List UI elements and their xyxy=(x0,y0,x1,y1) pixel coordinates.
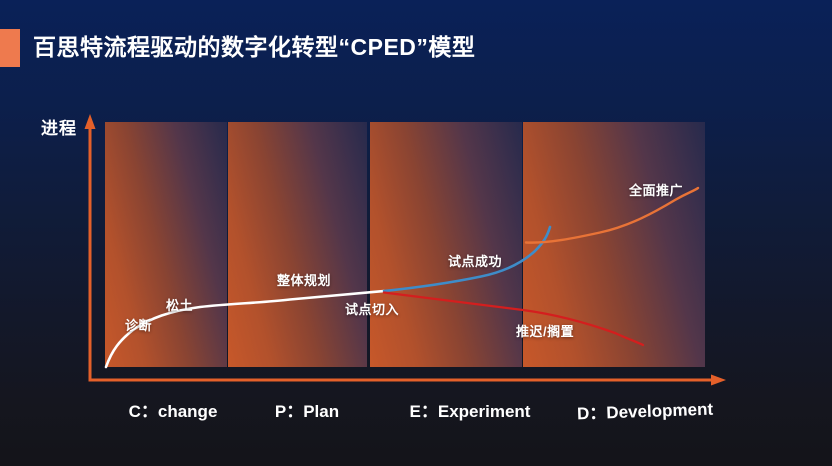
label-pilot-entry: 试点切入 xyxy=(345,302,400,317)
blue-pilot-success-curve xyxy=(382,225,552,293)
label-postponed: 推迟/搁置 xyxy=(516,324,575,339)
label-pilot-success: 试点成功 xyxy=(448,254,503,269)
stage-bar-experiment xyxy=(370,122,522,367)
label-overall-planning: 整体规划 xyxy=(277,273,332,288)
orange-full-rollout-curve xyxy=(524,186,700,244)
stage-label-change: C：change xyxy=(128,402,218,421)
stage-bar-development xyxy=(523,122,705,367)
page-title: 百思特流程驱动的数字化转型“CPED”模型 xyxy=(33,34,476,60)
label-diagnosis: 诊断 xyxy=(125,318,153,333)
stage-bar-change xyxy=(105,122,227,367)
y-axis-arrowhead-icon xyxy=(84,114,96,129)
x-axis-arrowhead-icon xyxy=(711,374,726,386)
y-axis-label: 进程 xyxy=(41,119,77,138)
label-full-rollout: 全面推广 xyxy=(629,183,684,198)
white-growth-curve xyxy=(104,289,386,369)
red-postponed-curve xyxy=(382,291,645,347)
stage-label-plan: P：Plan xyxy=(274,402,340,421)
stage-label-development: D：Development xyxy=(576,399,714,424)
label-soil-loosening: 松土 xyxy=(166,298,194,313)
stage-label-experiment: E：Experiment xyxy=(409,402,531,421)
title-accent-bar xyxy=(0,29,20,67)
stage-bar-plan xyxy=(228,122,367,367)
